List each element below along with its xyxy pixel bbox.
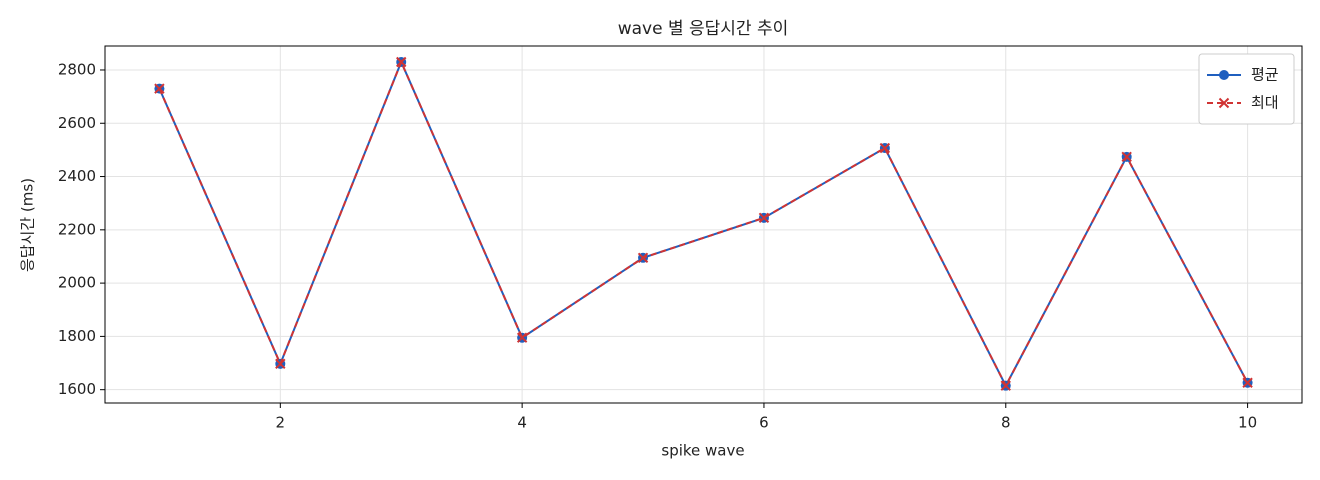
x-tick-label: 2 — [276, 414, 286, 432]
series-line — [158, 59, 1249, 388]
legend-label: 최대 — [1251, 94, 1279, 112]
point-marker — [275, 358, 286, 370]
x-tick-label: 6 — [759, 414, 769, 432]
point-marker — [1219, 70, 1229, 80]
point-marker — [1242, 377, 1253, 388]
y-tick-label: 2400 — [58, 167, 96, 185]
y-axis-label: 응답시간 (ms) — [19, 178, 37, 272]
y-tick-label: 1600 — [58, 380, 96, 398]
x-axis-label: spike wave — [661, 442, 744, 460]
point-marker — [879, 142, 891, 154]
point-marker — [516, 332, 528, 343]
chart-title: wave 별 응답시간 추이 — [618, 19, 789, 39]
point-marker — [1000, 380, 1011, 391]
point-marker — [637, 252, 649, 264]
point-marker — [154, 83, 165, 94]
y-tick-label: 1800 — [58, 327, 96, 345]
point-marker — [1121, 151, 1132, 163]
point-marker — [1218, 97, 1230, 109]
y-tick-label: 2200 — [58, 220, 96, 238]
y-tick-label: 2600 — [58, 114, 96, 132]
point-marker — [758, 212, 770, 224]
legend-box — [1198, 53, 1295, 125]
x-tick-label: 10 — [1238, 414, 1257, 432]
legend-label: 평균 — [1251, 66, 1279, 84]
x-tick-label: 4 — [517, 414, 527, 432]
point-marker — [396, 56, 407, 68]
x-tick-label: 8 — [1001, 414, 1011, 432]
y-tick-label: 2800 — [58, 60, 96, 78]
plot-frame — [104, 45, 1303, 404]
y-tick-label: 2000 — [58, 274, 96, 292]
series-line — [158, 59, 1249, 388]
